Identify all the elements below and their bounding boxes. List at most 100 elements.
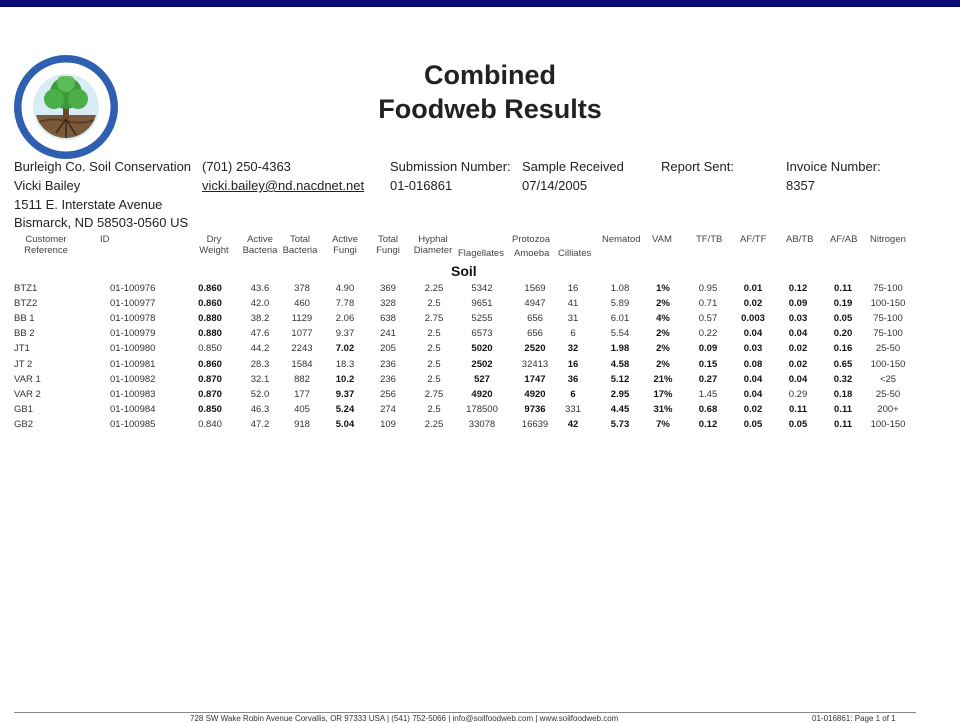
cell-af-tf: 0.05	[743, 418, 763, 430]
cell-af-ab: 0.20	[833, 328, 853, 340]
cell-nematodes: 1.08	[610, 283, 630, 294]
cell-af-tf: 0.03	[743, 343, 763, 355]
header-total-bacteria: Total Bacteria	[282, 234, 318, 256]
table-row: BB 1 01-100978 0.880 38.2 1129 2.06 638 2.75 525…	[0, 312, 960, 326]
cell-vam: 2%	[656, 328, 670, 340]
table-row: VAR 1 01-100982 0.870 32.1 882 10.2 236 2.5 527 1…	[0, 373, 960, 387]
cell-active-fungi: 18.3	[335, 358, 355, 370]
cell-amoeba: 1569	[524, 283, 546, 294]
cell-dry-weight: 0.880	[198, 328, 222, 340]
cell-total-fungi: 236	[380, 358, 396, 370]
cell-ab-tb: 0.02	[788, 358, 808, 370]
cell-af-ab: 0.16	[833, 343, 853, 355]
cell-customer-reference: GB2	[14, 418, 34, 430]
cell-customer-reference: JT1	[14, 343, 30, 355]
cell-total-fungi: 328	[380, 298, 396, 310]
cell-total-fungi: 274	[380, 403, 396, 415]
cell-nitrogen: 75-100	[873, 313, 903, 325]
cell-active-fungi: 4.90	[335, 283, 355, 294]
table-row: BTZ1 01-100976 0.860 43.6 378 4.90 369 2.25 5342…	[0, 282, 960, 296]
footer-address: 728 SW Wake Robin Avenue Corvallis, OR 9…	[190, 714, 619, 723]
cell-active-bacteria: 47.6	[250, 328, 270, 340]
cell-active-fungi: 7.78	[335, 298, 355, 310]
sample-received-value: 07/14/2005	[522, 178, 588, 193]
cell-amoeba: 4920	[524, 388, 546, 400]
cell-tf-tb: 0.95	[698, 283, 718, 294]
cell-amoeba: 2520	[524, 343, 546, 355]
cell-sample-id: 01-100976	[110, 283, 156, 294]
cell-af-tf: 0.01	[743, 283, 763, 294]
cell-hyphal-diameter: 2.5	[427, 373, 441, 385]
cell-af-ab: 0.32	[833, 373, 853, 385]
top-banner-bar	[0, 0, 960, 7]
cell-ciliates: 16	[567, 283, 579, 294]
cell-nematodes: 5.89	[610, 298, 630, 310]
cell-total-bacteria: 2243	[291, 343, 313, 355]
cell-tf-tb: 0.27	[698, 373, 718, 385]
table-row: BTZ2 01-100977 0.860 42.0 460 7.78 328 2.5 9651 4…	[0, 297, 960, 311]
cell-active-fungi: 9.37	[335, 388, 355, 400]
cell-total-bacteria: 1077	[291, 328, 313, 340]
cell-nitrogen: <25	[879, 373, 897, 385]
cell-active-fungi: 2.06	[335, 313, 355, 325]
client-address-line1: 1511 E. Interstate Avenue	[14, 197, 163, 212]
cell-ab-tb: 0.04	[788, 373, 808, 385]
cell-customer-reference: BTZ2	[14, 298, 38, 310]
table-row: JT1 01-100980 0.850 44.2 2243 7.02 205 2.5 5020 2…	[0, 342, 960, 356]
cell-total-fungi: 638	[380, 313, 396, 325]
cell-ab-tb: 0.29	[788, 388, 808, 400]
cell-tf-tb: 0.68	[698, 403, 718, 415]
cell-ciliates: 16	[567, 358, 579, 370]
cell-ciliates: 31	[567, 313, 579, 325]
cell-nematodes: 5.54	[610, 328, 630, 340]
header-dry-weight: Dry Weight	[199, 234, 229, 256]
cell-ciliates: 41	[567, 298, 579, 310]
cell-hyphal-diameter: 2.25	[424, 418, 444, 430]
client-name: Burleigh Co. Soil Conservation	[14, 159, 192, 174]
cell-tf-tb: 0.12	[698, 418, 718, 430]
cell-af-tf: 0.04	[743, 373, 763, 385]
cell-sample-id: 01-100977	[110, 298, 156, 310]
cell-af-ab: 0.11	[834, 403, 852, 415]
cell-customer-reference: BB 1	[14, 313, 35, 325]
cell-af-tf: 0.003	[741, 313, 765, 325]
cell-total-fungi: 205	[380, 343, 396, 355]
cell-amoeba: 656	[527, 313, 543, 325]
cell-flagellates: 2502	[471, 358, 493, 370]
cell-flagellates: 5342	[471, 283, 493, 294]
cell-customer-reference: GB1	[14, 403, 34, 415]
cell-active-bacteria: 43.6	[250, 283, 270, 294]
header-af-ab: AF/AB	[830, 234, 858, 245]
cell-dry-weight: 0.870	[198, 373, 222, 385]
cell-total-fungi: 109	[380, 418, 396, 430]
header-hyphal-diameter: Hyphal Diameter	[413, 234, 453, 256]
cell-active-fungi: 10.2	[335, 373, 355, 385]
cell-total-fungi: 241	[380, 328, 396, 340]
table-row: GB1 01-100984 0.850 46.3 405 5.24 274 2.5 178500…	[0, 403, 960, 417]
cell-total-bacteria: 378	[294, 283, 310, 294]
cell-nitrogen: 25-50	[875, 343, 901, 355]
header-ab-tb: AB/TB	[786, 234, 814, 245]
cell-active-bacteria: 44.2	[250, 343, 270, 355]
cell-active-bacteria: 38.2	[250, 313, 270, 325]
cell-total-bacteria: 1584	[291, 358, 313, 370]
cell-amoeba: 16639	[521, 418, 549, 430]
client-address-line2: Bismarck, ND 58503-0560 US	[14, 215, 189, 230]
cell-vam: 31%	[653, 403, 673, 415]
client-email-link[interactable]: vicki.bailey@nd.nacdnet.net	[202, 178, 365, 193]
cell-total-bacteria: 460	[294, 298, 310, 310]
cell-nitrogen: 100-150	[870, 298, 906, 310]
cell-af-ab: 0.65	[833, 358, 853, 370]
cell-ab-tb: 0.02	[788, 343, 808, 355]
cell-ab-tb: 0.11	[789, 403, 807, 415]
cell-nitrogen: 25-50	[875, 388, 901, 400]
cell-ciliates: 42	[567, 418, 579, 430]
cell-dry-weight: 0.860	[198, 283, 222, 294]
cell-amoeba: 1747	[524, 373, 546, 385]
header-active-bacteria: Active Bacteria	[242, 234, 278, 256]
cell-active-bacteria: 46.3	[250, 403, 270, 415]
cell-ciliates: 6	[570, 388, 576, 400]
cell-nitrogen: 100-150	[870, 358, 906, 370]
section-soil-label: Soil	[451, 263, 477, 279]
header-protozoa: Protozoa	[512, 234, 551, 245]
